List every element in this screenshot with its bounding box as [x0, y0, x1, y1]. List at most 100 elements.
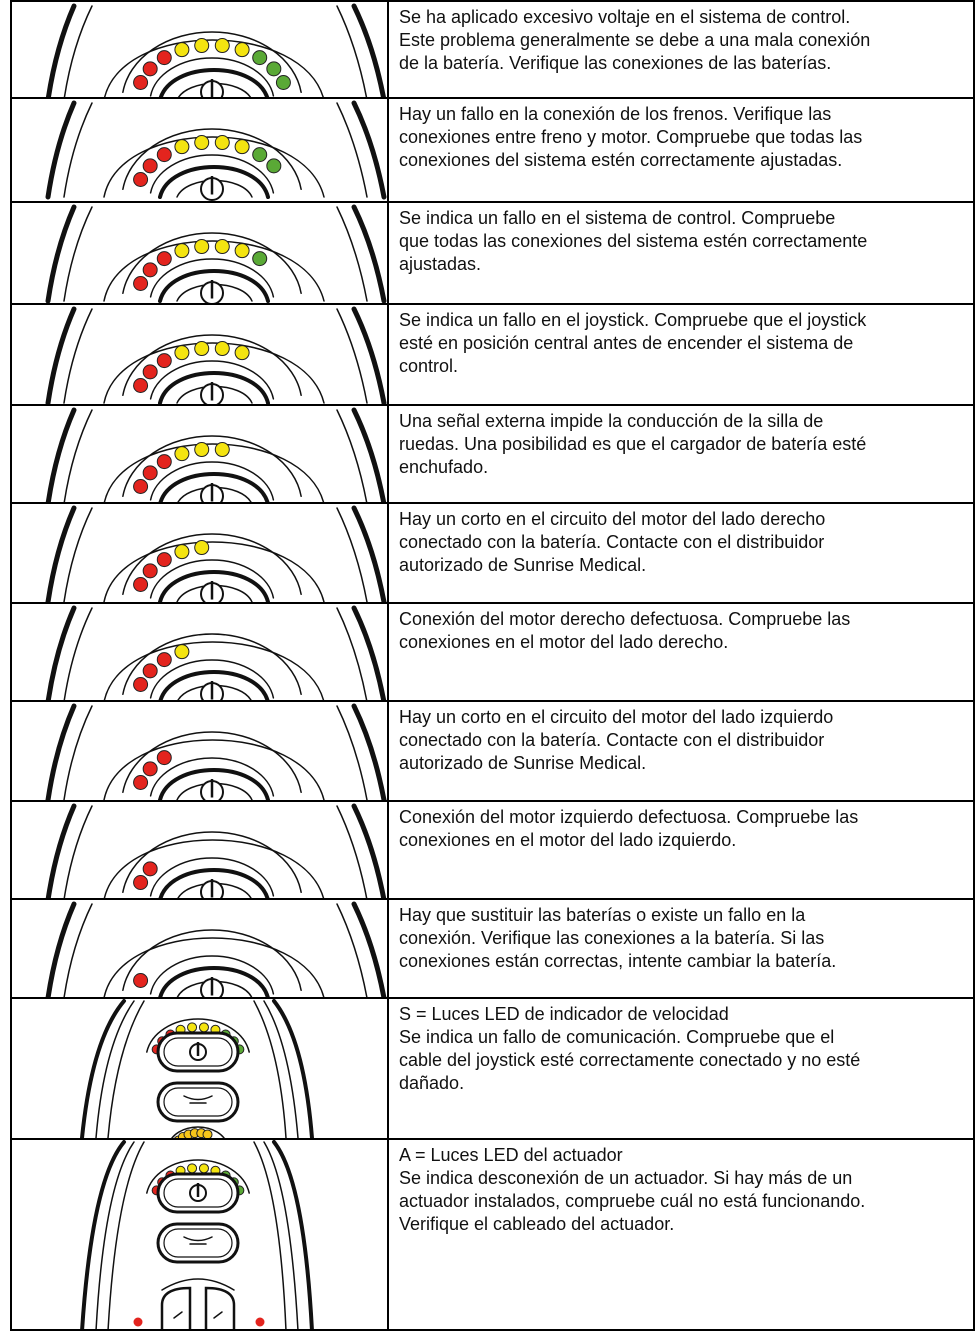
illustration-cell — [12, 203, 389, 303]
text-line: Se indica un fallo en el sistema de cont… — [399, 208, 836, 228]
description: Se indica un fallo en el sistema de cont… — [399, 207, 867, 276]
led — [194, 442, 210, 458]
illustration — [45, 407, 387, 502]
outline — [122, 435, 302, 498]
illustration-cell — [12, 2, 389, 97]
text-line: actuador instalados, compruebe cuál no e… — [399, 1191, 866, 1211]
outline — [336, 805, 368, 898]
table-row: Hay un fallo en la conexión de los freno… — [10, 97, 975, 201]
outline — [45, 407, 77, 502]
led — [174, 139, 190, 155]
illustration-cell — [12, 604, 389, 700]
led — [194, 540, 210, 556]
outline — [158, 269, 270, 303]
outline — [63, 102, 93, 198]
outline — [336, 206, 368, 302]
outline — [351, 703, 387, 800]
text-line: conexiones en el motor del lado izquierd… — [399, 830, 737, 850]
text-line: Conexión del motor derecho defectuosa. C… — [399, 609, 851, 629]
led — [133, 875, 149, 891]
description: A = Luces LED del actuador Se indica desc… — [399, 1144, 865, 1236]
outline — [45, 306, 77, 404]
led — [133, 276, 149, 292]
description: Hay un corto en el circuito del motor de… — [399, 706, 833, 775]
outline — [122, 128, 302, 191]
led — [214, 341, 230, 357]
outline — [122, 831, 302, 894]
text-line: ruedas. Una posibilidad es que el cargad… — [399, 434, 867, 454]
outline — [158, 768, 270, 800]
outline — [149, 757, 275, 797]
led — [174, 243, 190, 259]
illustration — [45, 306, 387, 404]
led — [156, 251, 172, 267]
outline — [149, 857, 275, 897]
table-row: Conexión del motor izquierdo defectuosa.… — [10, 800, 975, 898]
led — [156, 50, 172, 66]
outline — [158, 670, 270, 700]
led — [252, 147, 268, 163]
led — [234, 139, 250, 155]
led — [133, 577, 149, 593]
outline — [63, 507, 93, 602]
outline — [63, 5, 93, 97]
outline — [149, 154, 275, 194]
led — [202, 1129, 213, 1138]
button — [156, 1081, 240, 1123]
outline — [103, 443, 325, 502]
led — [142, 364, 158, 380]
outline — [122, 334, 302, 397]
outline — [45, 703, 77, 800]
illustration — [45, 100, 387, 201]
text-line: Hay un fallo en la conexión de los freno… — [399, 104, 832, 124]
outline — [103, 839, 325, 898]
outline — [272, 1140, 314, 1329]
outline — [161, 1278, 235, 1291]
button — [163, 1087, 233, 1117]
outline — [351, 605, 387, 700]
description: S = Luces LED de indicador de velocidad S… — [399, 1003, 860, 1095]
led — [266, 61, 282, 77]
text-line: A = Luces LED del actuador — [399, 1145, 623, 1165]
led — [275, 75, 291, 91]
text-line: Hay un corto en el circuito del motor de… — [399, 707, 834, 727]
outline — [103, 240, 325, 302]
outline — [159, 68, 269, 97]
table-row: Conexión del motor derecho defectuosa. C… — [10, 602, 975, 700]
led — [194, 341, 210, 357]
led — [133, 75, 149, 91]
led — [252, 50, 268, 66]
led — [234, 42, 250, 58]
led — [194, 38, 210, 54]
outline — [103, 136, 325, 198]
outline — [103, 739, 325, 800]
outline — [146, 1018, 250, 1053]
outline — [336, 308, 368, 404]
led — [194, 239, 210, 255]
button — [163, 1228, 233, 1258]
outline — [80, 1140, 126, 1329]
description: Hay que sustituir las baterías o existe … — [399, 904, 836, 973]
text-line: Una señal externa impide la conducción d… — [399, 411, 824, 431]
led — [174, 544, 190, 560]
illustration-cell — [12, 802, 389, 898]
outline — [351, 803, 387, 898]
text-line: Hay un corto en el circuito del motor de… — [399, 509, 826, 529]
illustration — [45, 901, 387, 997]
outline — [351, 3, 386, 97]
outline — [122, 731, 302, 794]
led — [133, 172, 149, 188]
outline — [107, 1141, 145, 1329]
outline — [183, 1236, 213, 1245]
outline — [122, 31, 302, 94]
led — [234, 243, 250, 259]
outline — [173, 1311, 223, 1319]
outline — [351, 204, 387, 303]
led — [156, 552, 172, 568]
outline — [336, 607, 368, 700]
led — [156, 147, 172, 163]
outline — [63, 206, 93, 302]
led — [142, 262, 158, 278]
outline — [146, 1159, 250, 1194]
